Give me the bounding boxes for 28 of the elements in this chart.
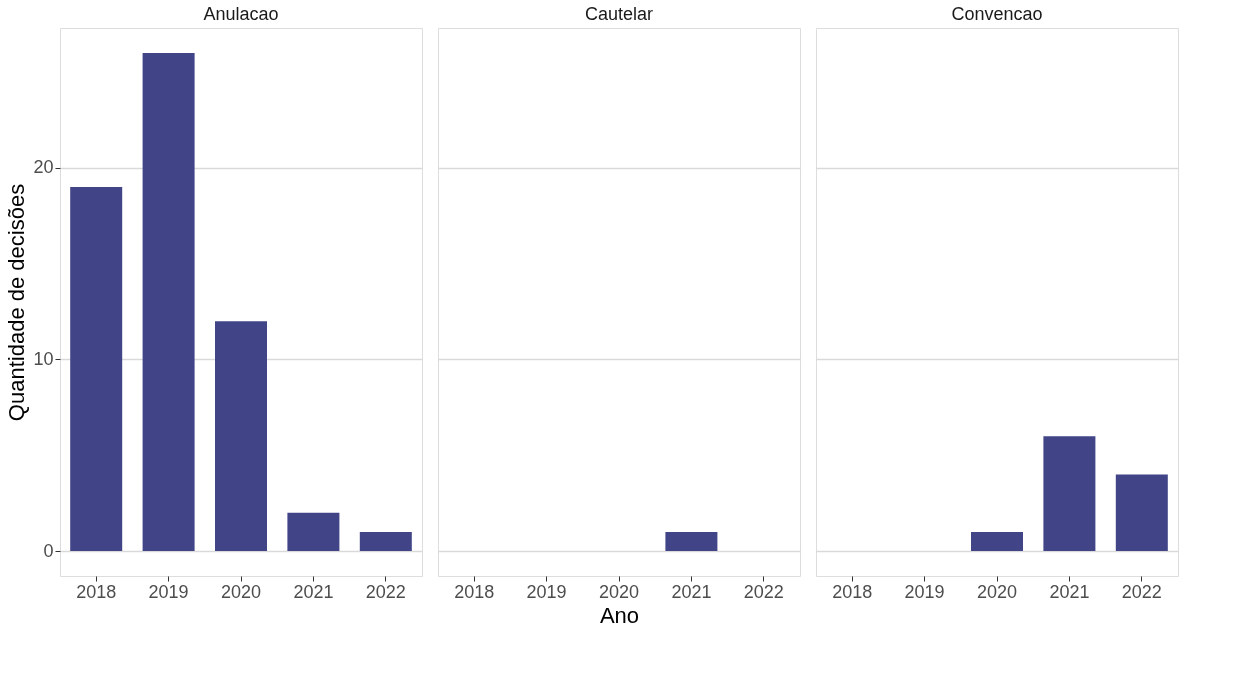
bar: [142, 52, 195, 552]
x-tick-label: 2018: [454, 581, 495, 602]
x-tick-label: 2018: [76, 581, 117, 602]
x-tick-label: 2021: [1049, 581, 1090, 602]
bar: [215, 321, 267, 552]
x-tick-label: 2022: [365, 581, 406, 602]
y-axis-title: Quantidade de decisões: [4, 183, 30, 422]
x-tick-label: 2018: [832, 581, 873, 602]
y-tick-label: 20: [33, 157, 54, 178]
y-tick-label: 10: [33, 348, 54, 369]
x-tick-label: 2021: [671, 581, 712, 602]
chart-title: Anulacao: [203, 4, 279, 24]
x-tick-label: 2022: [743, 581, 784, 602]
x-tick-label: 2019: [904, 581, 945, 602]
x-axis-title: Ano: [599, 602, 640, 628]
x-tick-label: 2020: [598, 581, 640, 602]
bar: [287, 512, 340, 552]
chart-title: Cautelar: [584, 4, 654, 24]
bar: [359, 531, 412, 552]
bar: [70, 187, 123, 552]
x-tick-label: 2020: [220, 581, 262, 602]
x-tick-label: 2020: [976, 581, 1018, 602]
y-tick-label: 0: [43, 540, 54, 561]
x-tick-label: 2019: [148, 581, 189, 602]
x-tick-label: 2022: [1121, 581, 1162, 602]
x-tick-label: 2019: [526, 581, 567, 602]
chart-title: Convencao: [951, 4, 1043, 24]
x-tick-label: 2021: [293, 581, 334, 602]
